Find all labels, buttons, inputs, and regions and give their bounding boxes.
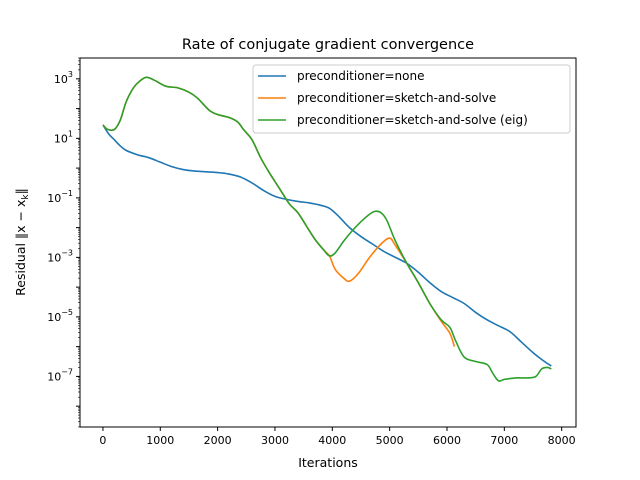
x-tick-label: 5000 [376,434,404,447]
x-tick-label: 0 [99,434,106,447]
x-tick-label: 4000 [318,434,346,447]
y-axis-label-end: ‖ [13,188,28,194]
plot-lines [102,76,552,382]
x-tick-label: 2000 [204,434,232,447]
x-tick-label: 6000 [433,434,461,447]
y-tick-exponent: −7 [61,367,73,376]
x-tick-label: 1000 [146,434,174,447]
x-axis-label: Iterations [298,455,358,470]
y-tick-base: 10 [47,251,61,264]
y-tick-label: 10−5 [47,308,73,324]
y-tick-label: 10−3 [47,248,73,264]
legend-label: preconditioner=sketch-and-solve (eig) [297,113,528,127]
x-axis-ticks: 0 1000 2000 3000 4000 5000 6000 7000 8000 [99,427,576,447]
y-tick-exponent: −3 [61,248,73,257]
y-tick-exponent: −5 [61,308,73,317]
legend-label: preconditioner=sketch-and-solve [297,91,496,105]
chart-title: Rate of conjugate gradient convergence [182,37,474,53]
x-tick-label: 7000 [490,434,518,447]
legend-label: preconditioner=none [297,69,424,83]
y-axis-label-main: Residual ‖x − x [13,200,28,296]
y-tick-exponent: 1 [68,129,73,138]
y-tick-label: 103 [54,70,73,86]
series-line-1 [102,124,552,367]
y-tick-base: 10 [47,192,61,205]
legend-box [252,64,571,134]
y-tick-label: 10−7 [47,367,73,383]
series-line-3 [102,76,552,382]
y-tick-base: 10 [47,370,61,383]
legend: preconditioner=none preconditioner=sketch… [252,64,571,134]
plot-frame [79,57,577,428]
y-tick-base: 10 [54,73,68,86]
y-tick-exponent: 3 [68,70,73,79]
y-tick-label: 101 [54,129,73,145]
x-tick-label: 8000 [548,434,576,447]
y-axis-label-subscript: k [21,194,31,200]
y-tick-exponent: −1 [61,189,73,198]
y-tick-base: 10 [54,132,68,145]
x-tick-label: 3000 [261,434,289,447]
y-axis-label: Residual ‖x − xk‖ [13,188,31,296]
y-tick-base: 10 [47,311,61,324]
y-tick-label: 10−1 [47,189,73,205]
